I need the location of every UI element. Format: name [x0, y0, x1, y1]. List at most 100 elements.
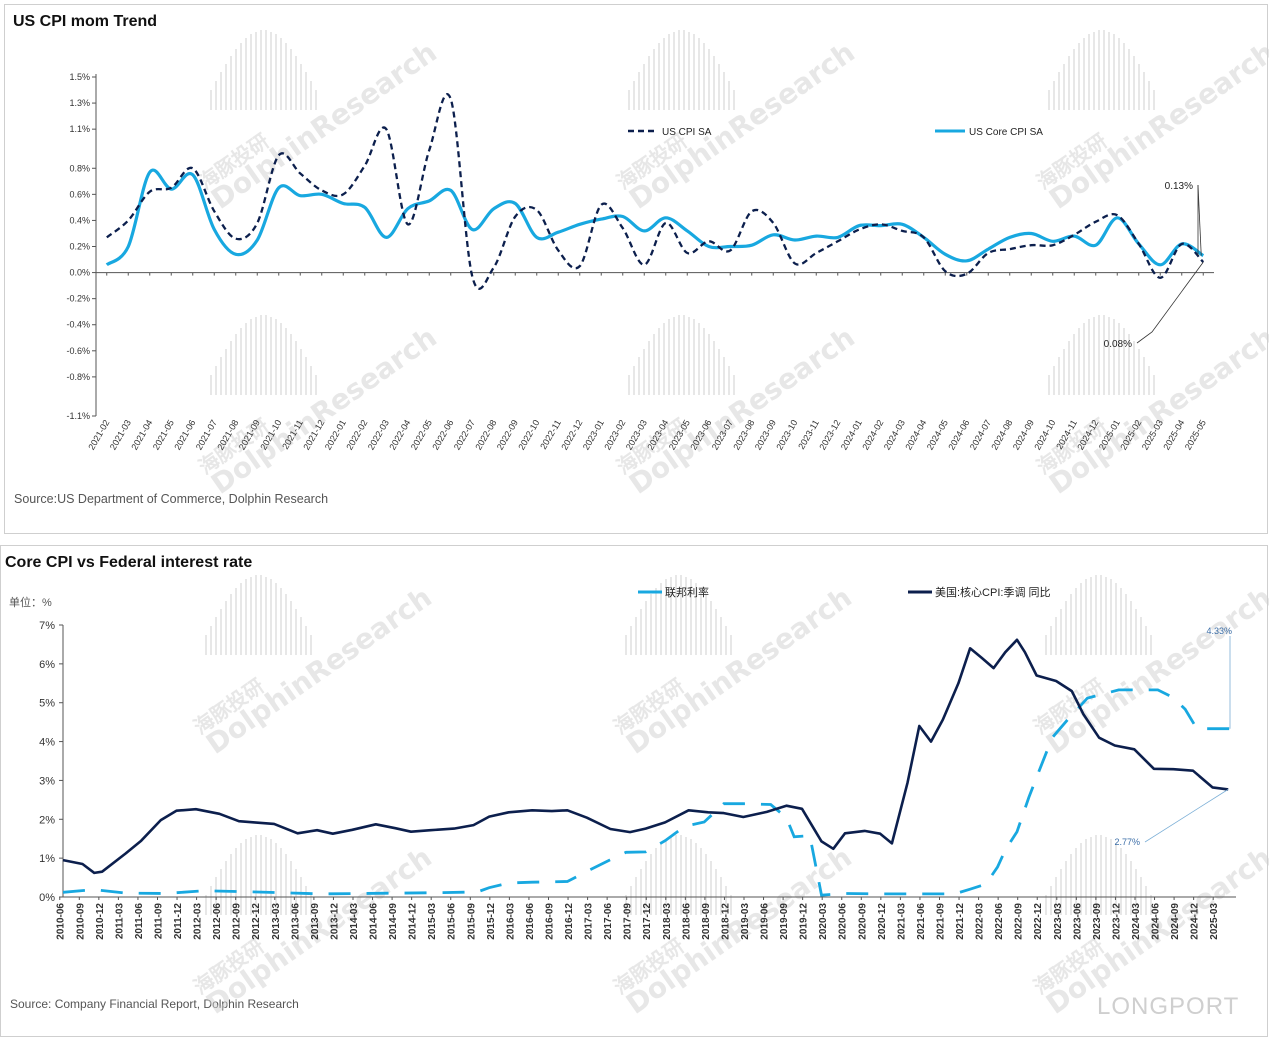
- watermark-bar: [235, 588, 237, 655]
- watermark-bar: [635, 617, 637, 655]
- watermark-bar: [1078, 43, 1080, 110]
- annotation-leader: [1136, 261, 1204, 344]
- watermark-bar: [645, 601, 647, 655]
- watermark-bar: [1045, 635, 1047, 655]
- watermark-bar: [290, 601, 292, 655]
- x-tick-label: 2023-03: [1053, 903, 1064, 940]
- watermark-bar: [265, 30, 267, 110]
- watermark-bar: [305, 72, 307, 110]
- watermark-bar: [230, 56, 232, 110]
- x-tick-label: 2020-09: [857, 903, 868, 940]
- watermark-bar: [210, 375, 212, 395]
- watermark-bar: [1048, 375, 1050, 395]
- y-tick-label: 7%: [39, 620, 55, 632]
- watermark-bar: [643, 64, 645, 110]
- watermark-bar: [683, 315, 685, 395]
- watermark-bar: [225, 861, 227, 915]
- watermark-bar: [1068, 341, 1070, 395]
- watermark-bar: [240, 583, 242, 655]
- watermark-bar: [230, 594, 232, 655]
- watermark-bar: [1125, 594, 1127, 655]
- watermark-bar: [1080, 843, 1082, 915]
- watermark-bar: [315, 90, 317, 110]
- watermark-bar: [650, 854, 652, 915]
- watermark-bar: [1105, 577, 1107, 655]
- watermark-bar: [675, 835, 677, 915]
- watermark-bar: [1110, 839, 1112, 915]
- watermark-bar: [310, 635, 312, 655]
- legend-label-us-core-cpi: US Core CPI SA: [969, 127, 1043, 138]
- watermark-bar: [295, 341, 297, 395]
- y-tick-label: 1.3%: [69, 98, 90, 108]
- x-tick-label: 2012-06: [212, 903, 223, 940]
- watermark-bar: [728, 81, 730, 110]
- watermark-bar: [220, 609, 222, 655]
- watermark-bar: [1048, 90, 1050, 110]
- series-line-core-cpi-yoy: [62, 638, 1229, 875]
- x-tick-label: 2011-12: [173, 903, 184, 940]
- watermark-bar: [698, 38, 700, 110]
- watermark-bar: [1120, 588, 1122, 655]
- watermark-bar: [1050, 626, 1052, 655]
- watermark-bar: [1118, 323, 1120, 395]
- watermark-bar: [1093, 32, 1095, 110]
- watermark-bar: [1145, 886, 1147, 915]
- watermark-bar: [1100, 835, 1102, 915]
- watermark-bar: [235, 49, 237, 110]
- watermark-bar: [625, 635, 627, 655]
- watermark-bar: [270, 579, 272, 655]
- legend-label-us-cpi: US CPI SA: [662, 127, 712, 138]
- watermark-bar: [215, 877, 217, 915]
- x-tick-label: 2021-06: [916, 903, 927, 940]
- annotation-core-last: 0.13%: [1165, 181, 1193, 192]
- watermark-bar: [673, 317, 675, 395]
- x-tick-label: 2018-09: [701, 903, 712, 940]
- watermark-bar: [245, 323, 247, 395]
- watermark-bar: [653, 49, 655, 110]
- watermark-bar: [733, 375, 735, 395]
- watermark-bar: [658, 328, 660, 395]
- x-tick-label: 2016-06: [525, 903, 536, 940]
- y-tick-label: 1.1%: [69, 124, 90, 134]
- watermark-bar: [1120, 848, 1122, 915]
- watermark-bar: [265, 315, 267, 395]
- chart-source: Source:US Department of Commerce, Dolphi…: [14, 492, 329, 506]
- watermark-bar: [1073, 334, 1075, 395]
- annotation-leader: [1197, 184, 1202, 256]
- watermark-bar: [1078, 328, 1080, 395]
- watermark-bar: [663, 38, 665, 110]
- watermark-bar: [1075, 588, 1077, 655]
- x-tick-label: 2017-09: [623, 903, 634, 940]
- watermark-bar: [725, 626, 727, 655]
- watermark-bar: [1088, 34, 1090, 110]
- watermark-bar: [230, 854, 232, 915]
- watermark-bar: [280, 323, 282, 395]
- watermark-bar: [300, 64, 302, 110]
- x-tick-label: 2024-09: [1170, 903, 1181, 940]
- watermark-bar: [215, 617, 217, 655]
- watermark-bar: [665, 579, 667, 655]
- watermark-bar: [1098, 315, 1100, 395]
- x-tick-label: 2012-09: [232, 903, 243, 940]
- x-tick-label: 2022-03: [975, 903, 986, 940]
- chart-title: US CPI mom Trend: [13, 13, 158, 30]
- watermark-bar: [713, 56, 715, 110]
- watermark-bar: [693, 319, 695, 395]
- y-tick-label: 6%: [39, 659, 55, 671]
- watermark-bar: [1135, 869, 1137, 915]
- watermark-bar: [1140, 617, 1142, 655]
- watermark-bar: [1063, 349, 1065, 395]
- y-tick-label: 0.8%: [69, 163, 90, 173]
- watermark-bar: [1108, 317, 1110, 395]
- watermark-bar: [305, 357, 307, 395]
- y-tick-label: 1%: [39, 853, 55, 865]
- y-tick-label: 2%: [39, 814, 55, 826]
- x-tick-label: 2025-03: [1209, 903, 1220, 940]
- watermark-bar: [260, 30, 262, 110]
- watermark-bar: [210, 90, 212, 110]
- watermark-bar: [1153, 90, 1155, 110]
- x-tick-label: 2014-09: [388, 903, 399, 940]
- watermark-bar: [1148, 81, 1150, 110]
- watermark-bar: [1105, 837, 1107, 915]
